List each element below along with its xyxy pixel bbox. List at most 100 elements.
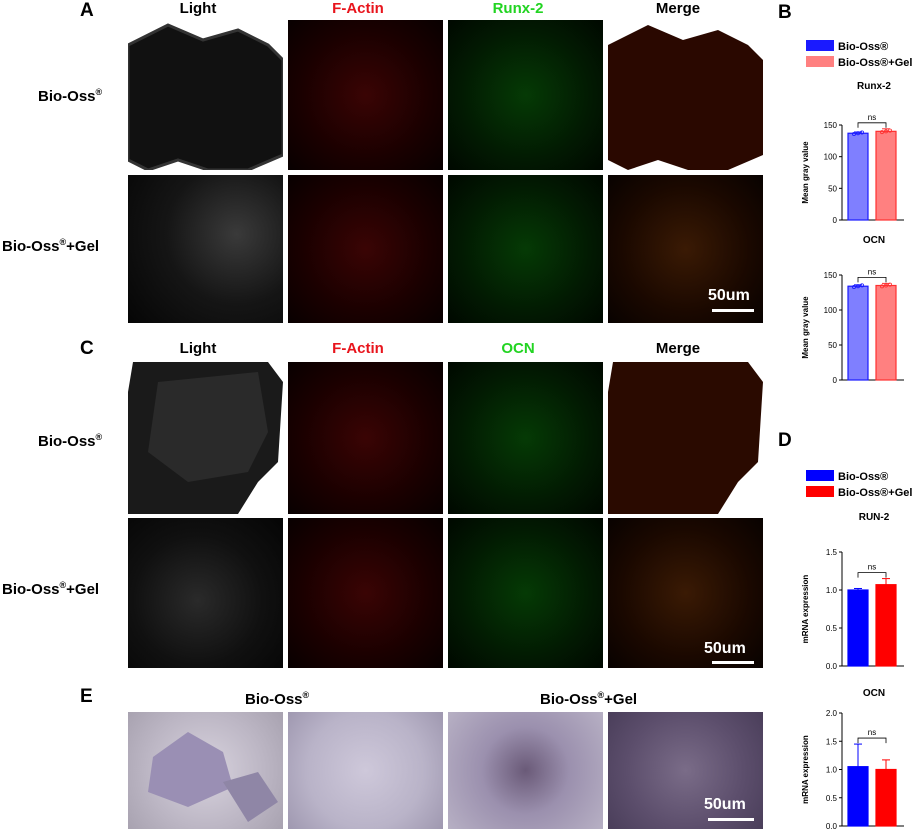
e-image-1 [128, 712, 283, 829]
e-image-4: 50um [608, 712, 763, 829]
a-header-factin: F-Actin [332, 0, 384, 17]
y-tick-label-2-2: 1.0 [826, 586, 838, 595]
chart-title-0: Runx-2 [857, 81, 891, 92]
c-merge-image-1 [608, 362, 763, 514]
y-axis-label-2: mRNA expression [801, 575, 810, 644]
e-image-3 [448, 712, 603, 829]
sig-label-3: ns [868, 728, 876, 737]
c-scale-label: 50um [704, 640, 746, 657]
bar-2-0 [847, 589, 869, 667]
bar-1-0 [847, 285, 869, 381]
a-light-image-2 [128, 175, 283, 323]
panel-label-a: A [80, 0, 94, 21]
sig-label-2: ns [868, 563, 876, 572]
c-light-image-2 [128, 518, 283, 668]
bar-0-0 [847, 132, 869, 221]
point-0-1-2 [888, 128, 893, 133]
y-tick-label-0-2: 100 [824, 153, 838, 162]
sig-bracket-3 [857, 737, 887, 744]
bar-2-1 [875, 584, 897, 667]
sig-label-1: ns [868, 267, 876, 276]
bar-0-1 [875, 130, 897, 221]
point-0-1-0 [880, 130, 885, 135]
c-factin-image-2 [288, 518, 443, 668]
sig-bracket-1 [857, 277, 887, 283]
panel-label-d: D [778, 430, 792, 451]
a-scale-label: 50um [708, 287, 750, 304]
legend-swatch-d-1 [806, 470, 834, 481]
y-tick-label-1-0: 0 [833, 376, 838, 385]
panel-label-e: E [80, 686, 93, 707]
y-tick-label-0-1: 50 [828, 184, 837, 193]
y-tick-label-3-0: 0.0 [826, 822, 838, 831]
point-0-0-1 [856, 131, 861, 136]
legend-swatch-b-1 [806, 40, 834, 51]
e-scale-label: 50um [704, 796, 746, 813]
c-row-label-biooss-gel: Bio-Oss®+Gel [2, 580, 100, 598]
y-tick-label-0-0: 0 [833, 216, 838, 225]
a-row-label-biooss-gel: Bio-Oss®+Gel [2, 237, 100, 255]
c-light-image-1 [128, 362, 283, 514]
a-scale-bar [712, 309, 754, 312]
a-factin-image-2 [288, 175, 443, 323]
sig-bracket-0 [857, 122, 887, 128]
chart-title-1: OCN [863, 235, 885, 246]
a-runx2-image-2 [448, 175, 603, 323]
charts-area: Bio-Oss® Bio-Oss®+Gel Bio-Oss® Bio-Oss®+Gel… [801, 40, 912, 831]
sig-label-0: ns [868, 113, 876, 122]
point-1-0-0 [852, 285, 857, 290]
point-1-1-2 [888, 282, 893, 287]
legend-label-b-1: Bio-Oss® [838, 41, 888, 53]
y-tick-label-2-3: 1.5 [826, 548, 838, 557]
bar-3-1 [875, 768, 897, 827]
y-tick-label-1-2: 100 [824, 306, 838, 315]
a-merge-image-1 [608, 20, 763, 170]
a-merge-image-2: 50um [608, 175, 763, 323]
a-row-label-biooss: Bio-Oss® [38, 87, 103, 105]
a-header-merge: Merge [655, 0, 701, 17]
e-header-biooss: Bio-Oss® [245, 690, 310, 708]
point-1-1-0 [880, 284, 885, 289]
a-runx2-image-1 [448, 20, 603, 170]
y-tick-label-0-3: 150 [824, 121, 838, 130]
legend-swatch-b-2 [806, 56, 834, 67]
legend-swatch-d-2 [806, 486, 834, 497]
y-tick-label-1-1: 50 [828, 341, 837, 350]
c-header-factin: F-Actin [332, 340, 384, 357]
c-ocn-image-2 [448, 518, 603, 668]
c-ocn-image-1 [448, 362, 603, 514]
y-tick-label-3-3: 1.5 [826, 737, 838, 746]
y-axis-label-3: mRNA expression [801, 735, 810, 804]
e-image-2 [288, 712, 443, 829]
c-row-label-biooss: Bio-Oss® [38, 432, 103, 450]
bar-3-0 [847, 766, 869, 827]
point-0-1-1 [884, 129, 889, 134]
c-header-merge: Merge [655, 340, 701, 357]
a-factin-image-1 [288, 20, 443, 170]
c-header-ocn: OCN [501, 340, 535, 357]
e-header-biooss-gel: Bio-Oss®+Gel [540, 690, 638, 708]
panel-label-c: C [80, 338, 94, 359]
y-tick-label-2-0: 0.0 [826, 662, 838, 671]
chart-title-3: OCN [863, 688, 885, 699]
y-tick-label-3-4: 2.0 [826, 709, 838, 718]
point-0-0-2 [860, 130, 865, 135]
legend-label-b-2: Bio-Oss®+Gel [838, 57, 912, 69]
c-scale-bar [712, 661, 754, 664]
legend-label-d-2: Bio-Oss®+Gel [838, 487, 912, 499]
c-factin-image-1 [288, 362, 443, 514]
y-tick-label-3-2: 1.0 [826, 766, 838, 775]
c-header-light: Light [179, 340, 217, 357]
chart-title-2: RUN-2 [859, 512, 890, 523]
a-header-runx2: Runx-2 [492, 0, 544, 17]
bar-1-1 [875, 284, 897, 381]
y-tick-label-3-1: 0.5 [826, 794, 838, 803]
point-1-0-1 [856, 284, 861, 289]
e-scale-bar [708, 818, 754, 821]
y-tick-label-1-3: 150 [824, 271, 838, 280]
sig-bracket-2 [857, 572, 887, 578]
legend-label-d-1: Bio-Oss® [838, 471, 888, 483]
a-light-image-1 [128, 20, 283, 170]
panel-label-b: B [778, 2, 792, 23]
y-axis-label-0: Mean gray value [801, 141, 810, 204]
